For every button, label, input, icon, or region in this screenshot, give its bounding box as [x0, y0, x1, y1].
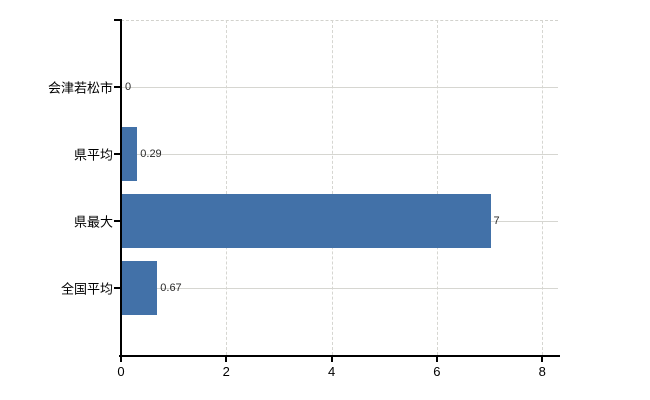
y-axis-tick — [114, 220, 120, 222]
data-bar — [122, 194, 491, 248]
x-gridline — [436, 20, 438, 355]
x-gridline — [542, 20, 544, 355]
x-gridline — [331, 20, 333, 355]
x-axis — [119, 355, 560, 357]
category-label: 県最大 — [73, 214, 113, 230]
x-tick-label: 4 — [327, 364, 336, 379]
y-gridline — [121, 288, 558, 289]
x-axis-tick — [330, 357, 333, 362]
y-axis-tick — [114, 86, 120, 88]
y-axis-tick — [114, 287, 120, 289]
y-axis — [120, 19, 122, 356]
y-gridline — [121, 87, 558, 88]
x-tick-label: 6 — [433, 364, 441, 379]
x-axis-tick — [541, 357, 544, 362]
y-gridline — [121, 154, 558, 155]
x-axis-tick — [120, 357, 122, 362]
x-axis-tick — [435, 357, 438, 362]
value-label: 0.67 — [160, 282, 182, 294]
value-label: 0.29 — [140, 148, 162, 160]
category-label: 会津若松市 — [47, 80, 113, 96]
data-bar — [122, 261, 157, 315]
x-tick-label: 8 — [538, 364, 546, 379]
x-tick-label: 0 — [117, 364, 125, 379]
value-label: 7 — [493, 215, 500, 227]
data-bar — [122, 127, 137, 181]
y-axis-tick — [114, 153, 120, 155]
plot-top-border — [121, 20, 558, 21]
x-tick-label: 2 — [222, 364, 230, 379]
category-label: 全国平均 — [60, 281, 113, 297]
y-axis-tick — [114, 19, 120, 21]
x-axis-tick — [225, 357, 228, 362]
x-gridline — [226, 20, 228, 355]
category-label: 県平均 — [73, 147, 113, 163]
value-label: 0 — [125, 81, 132, 93]
